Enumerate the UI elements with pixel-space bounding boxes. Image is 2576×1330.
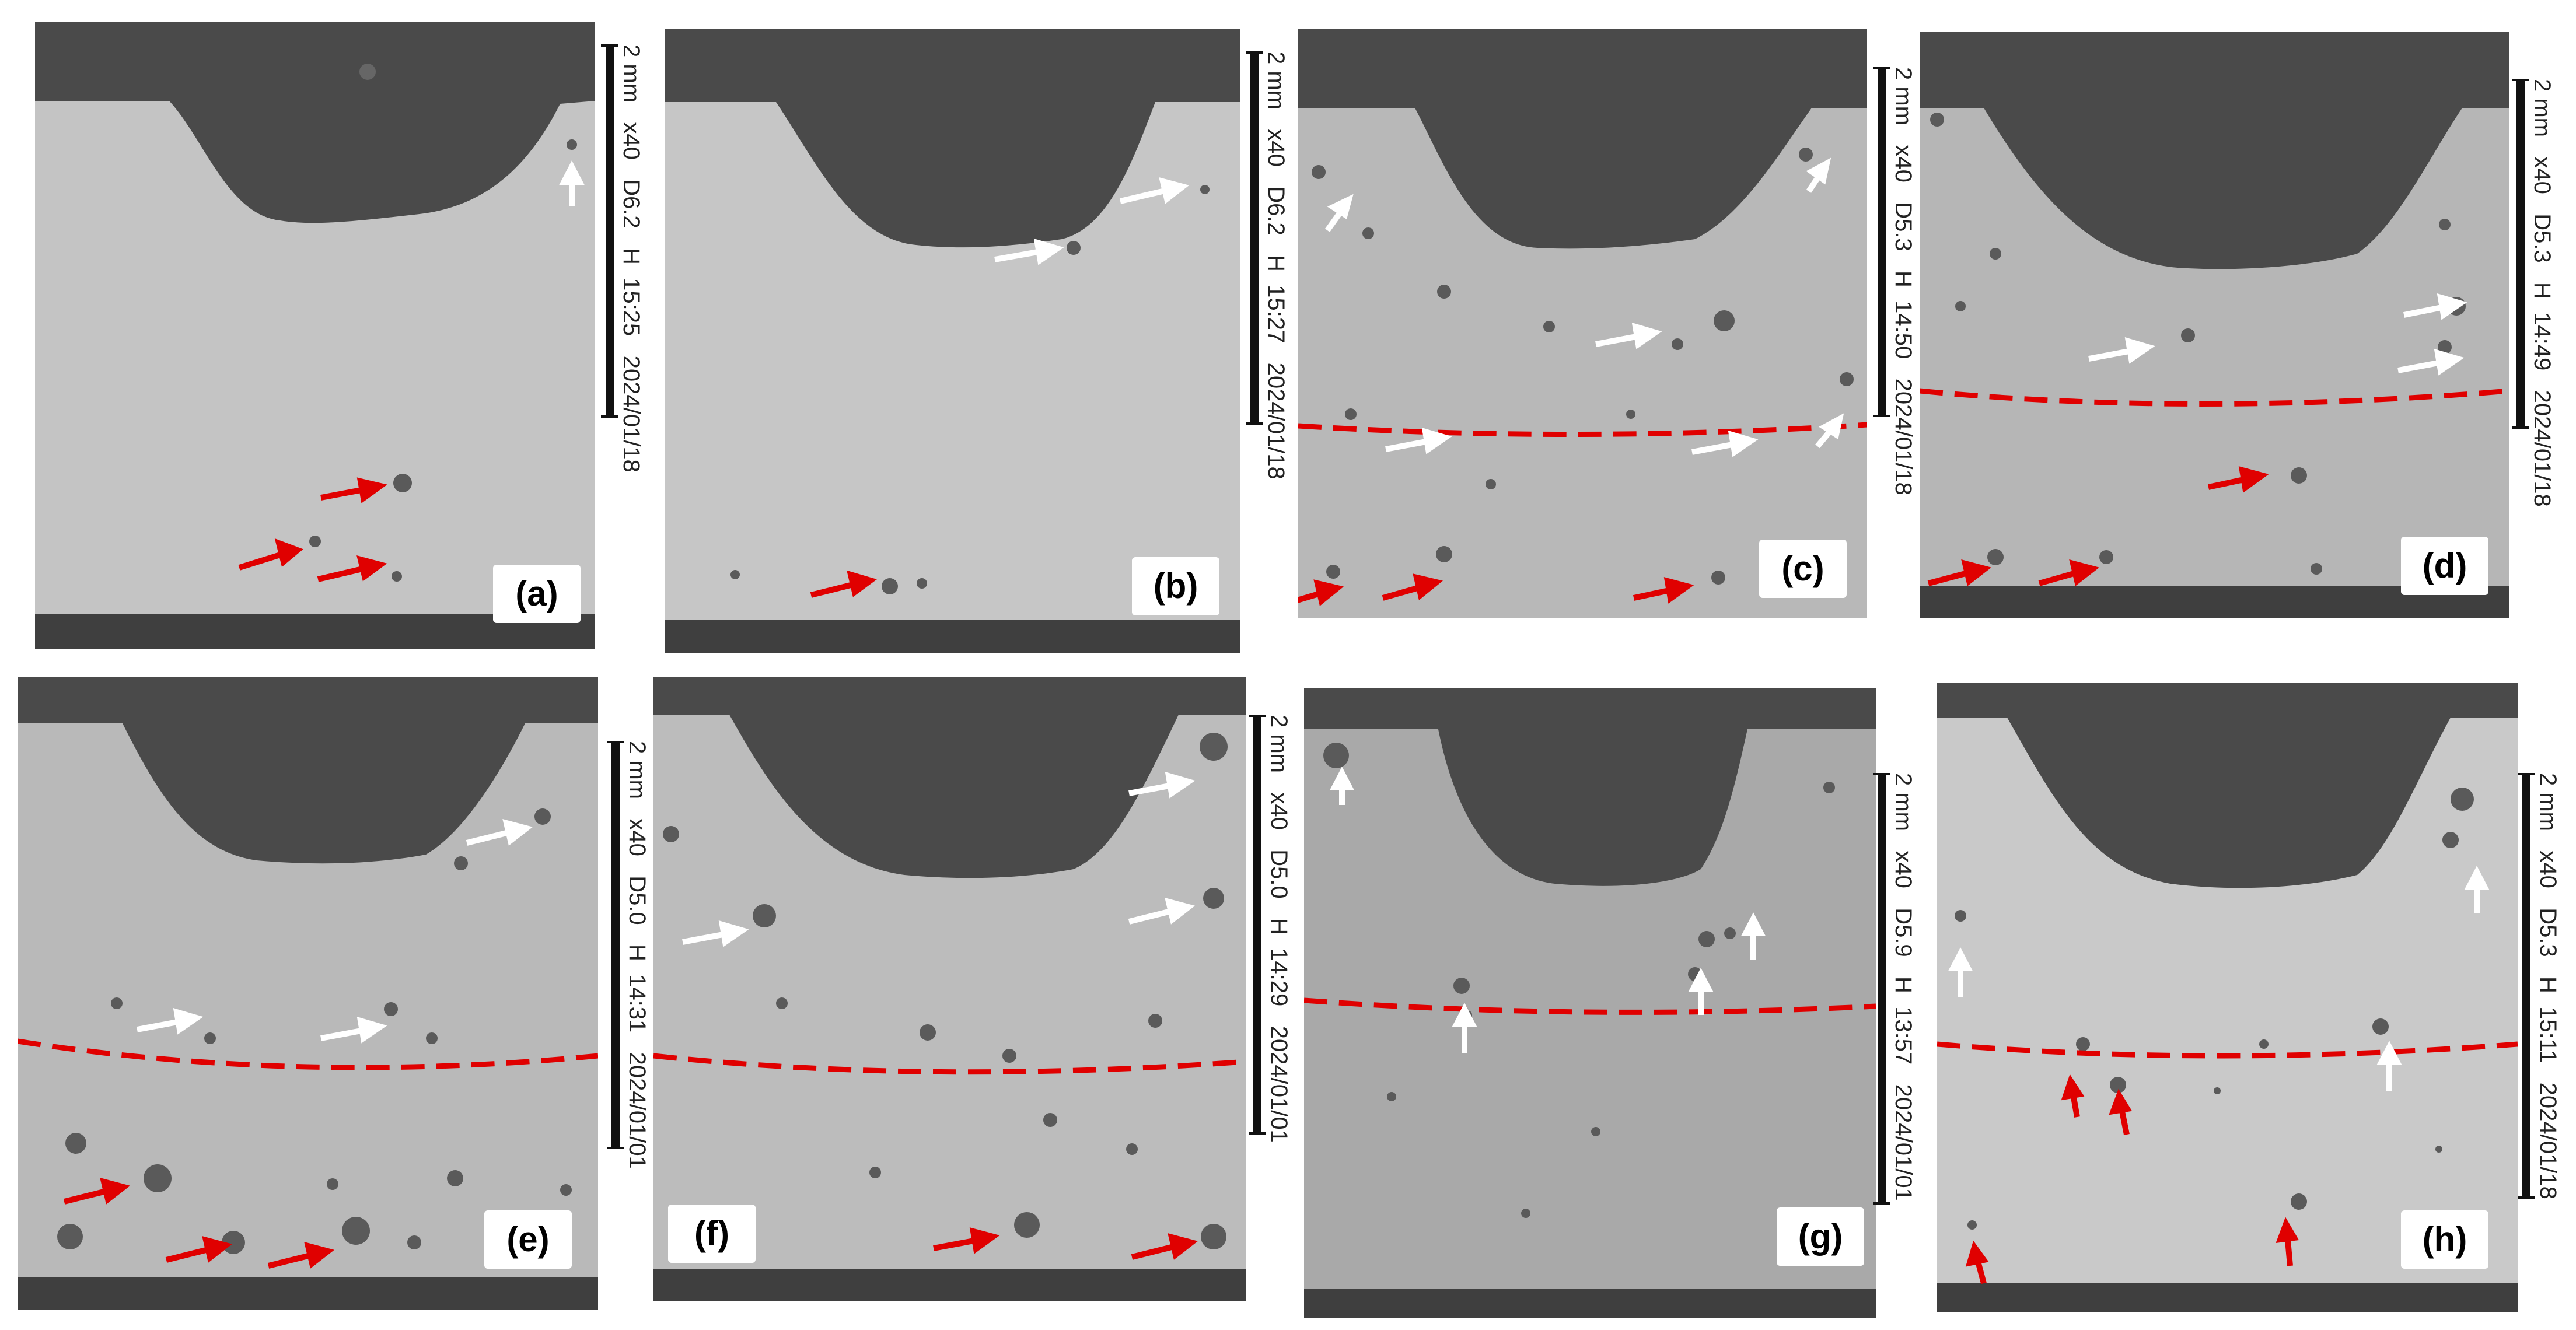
micrograph-a xyxy=(35,22,595,649)
scale-info-d: 2 mm x40 D5.3 H 14:49 2024/01/18 xyxy=(2529,79,2555,507)
micrograph-f-drawing xyxy=(653,677,1246,1301)
scale-info-g: 2 mm x40 D5.9 H 13:57 2024/01/01 xyxy=(1890,773,1916,1201)
micrograph-c xyxy=(1298,29,1867,618)
micrograph-a-drawing xyxy=(35,22,595,649)
scale-bar-h: 2 mm x40 D5.3 H 15:11 2024/01/18 xyxy=(2518,773,2570,1298)
scale-info-f: 2 mm x40 D5.0 H 14:29 2024/01/01 xyxy=(1266,715,1292,1143)
panel-label-b: (b) xyxy=(1132,557,1219,615)
micrograph-d xyxy=(1920,32,2509,618)
micrograph-b-drawing xyxy=(665,29,1240,653)
scale-bar-e: 2 mm x40 D5.0 H 14:31 2024/01/01 xyxy=(607,741,659,1266)
scale-bar-a: 2 mm x40 D6.2 H 15:25 2024/01/18 xyxy=(601,44,653,569)
panel-label-h: (h) xyxy=(2401,1210,2488,1269)
scale-info-b: 2 mm x40 D6.2 H 15:27 2024/01/18 xyxy=(1263,51,1289,480)
panel-label-f: (f) xyxy=(668,1205,756,1263)
scale-bar-d: 2 mm x40 D5.3 H 14:49 2024/01/18 xyxy=(2512,79,2564,604)
panel-label-c: (c) xyxy=(1759,540,1847,598)
scale-info-h: 2 mm x40 D5.3 H 15:11 2024/01/18 xyxy=(2535,773,2561,1199)
panel-label-e: (e) xyxy=(484,1210,572,1269)
scale-bar-f: 2 mm x40 D5.0 H 14:29 2024/01/01 xyxy=(1249,715,1301,1240)
scale-info-e: 2 mm x40 D5.0 H 14:31 2024/01/01 xyxy=(624,741,650,1169)
micrograph-e-drawing xyxy=(18,677,598,1310)
micrograph-h xyxy=(1937,682,2518,1312)
scale-info-a: 2 mm x40 D6.2 H 15:25 2024/01/18 xyxy=(618,44,644,473)
scale-bar-g: 2 mm x40 D5.9 H 13:57 2024/01/01 xyxy=(1873,773,1925,1298)
panel-label-g: (g) xyxy=(1777,1208,1864,1266)
panel-label-a: (a) xyxy=(493,565,581,623)
micrograph-g-drawing xyxy=(1304,688,1876,1318)
micrograph-f xyxy=(653,677,1246,1301)
panel-label-d: (d) xyxy=(2401,537,2488,595)
micrograph-b xyxy=(665,29,1240,653)
micrograph-d-drawing xyxy=(1920,32,2509,618)
micrograph-c-drawing xyxy=(1298,29,1867,618)
scale-bar-b: 2 mm x40 D6.2 H 15:27 2024/01/18 xyxy=(1246,51,1298,576)
micrograph-e xyxy=(18,677,598,1310)
scale-bar-c: 2 mm x40 D5.3 H 14:50 2024/01/18 xyxy=(1873,67,1925,592)
scale-info-c: 2 mm x40 D5.3 H 14:50 2024/01/18 xyxy=(1890,67,1916,495)
micrograph-h-drawing xyxy=(1937,682,2518,1312)
